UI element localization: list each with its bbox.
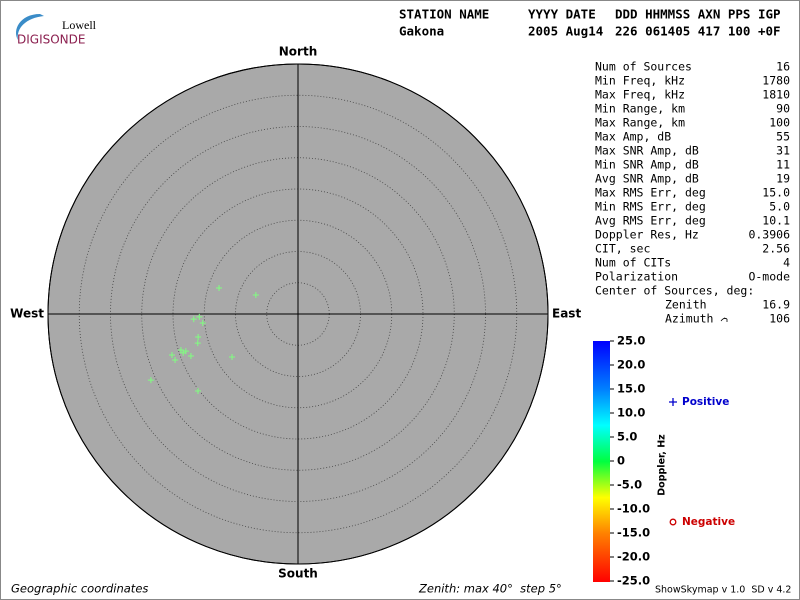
source-point [168,351,175,358]
stat-value: 55 [776,130,790,144]
stat-value: 16 [776,60,790,74]
header-value: 226 061405 417 100 +0F [615,24,781,39]
source-point [195,334,202,341]
center-label: Zenith [665,298,707,312]
center-label: Azimuth [665,312,713,326]
logo-bottom: DIGISONDE [17,33,85,47]
colorbar-tick-label: -20.0 [617,550,650,564]
stat-value: 0.3906 [748,228,790,242]
source-point [229,354,236,361]
header-value: 2005 Aug14 [528,24,603,39]
center-title: Center of Sources, deg: [595,284,754,298]
colorbar-tick-label: -10.0 [617,502,650,516]
stat-label: Max RMS Err, deg [595,186,706,200]
header-label: YYYY DATE [528,7,596,22]
legend-marker [669,518,677,526]
source-point [147,377,154,384]
stat-label: Max Freq, kHz [595,88,685,102]
colorbar-label: Doppler, Hz [657,434,668,496]
stat-value: 2.56 [762,242,790,256]
header-label: STATION NAME [399,7,489,22]
stat-label: Min Freq, kHz [595,74,685,88]
stat-label: Doppler Res, Hz [595,228,699,242]
stat-value: 90 [776,102,790,116]
stat-label: Max Range, km [595,116,685,130]
center-value: 16.9 [762,298,790,312]
azimuth-arrow [720,317,728,322]
stat-label: Max Amp, dB [595,130,671,144]
source-point [190,316,197,323]
stat-value: 1810 [762,88,790,102]
stat-label: CIT, sec [595,242,650,256]
stat-value: 10.1 [762,214,790,228]
source-point [199,319,206,326]
legend-label: Negative [682,516,735,528]
stat-label: Min SNR Amp, dB [595,158,699,172]
stat-value: 11 [776,158,790,172]
logo-top: Lowell [62,18,97,32]
stat-value: 100 [769,116,790,130]
stat-label: Num of CITs [595,256,671,270]
colorbar-tick-label: 0 [617,454,625,468]
logo-swoosh [16,14,44,40]
direction-label: West [10,307,44,321]
direction-label: South [278,567,318,581]
footer-left: Geographic coordinates [11,582,148,596]
legend-marker [669,398,677,406]
colorbar-tick-label: -5.0 [617,478,642,492]
header-label: DDD HHMMSS AXN PPS IGP [615,7,781,22]
stat-value: 5.0 [769,200,790,214]
colorbar-tick-label: 20.0 [617,358,645,372]
footer-middle: Zenith: max 40° step 5° [418,582,562,596]
header-value: Gakona [399,24,444,39]
stat-label: Num of Sources [595,60,692,74]
stat-value: 19 [776,172,790,186]
stat-value: 15.0 [762,186,790,200]
source-point [252,291,259,298]
stat-label: Max SNR Amp, dB [595,144,699,158]
direction-label: North [279,45,317,59]
source-point [216,285,223,292]
footer-right: ShowSkymap v 1.0 SD v 4.2 [655,585,791,596]
stat-value: 1780 [762,74,790,88]
stat-label: Avg SNR Amp, dB [595,172,699,186]
stat-label: Min Range, km [595,102,685,116]
direction-label: East [552,307,581,321]
source-point [194,340,201,347]
source-point [187,352,194,359]
stat-label: Min RMS Err, deg [595,200,706,214]
colorbar-tick-label: 5.0 [617,430,637,444]
stat-value: O-mode [748,270,790,284]
source-point [194,388,201,395]
stat-label: Polarization [595,270,678,284]
colorbar-tick-label: 15.0 [617,382,645,396]
stat-label: Avg RMS Err, deg [595,214,706,228]
colorbar-tick-label: 10.0 [617,406,645,420]
colorbar [593,341,610,582]
stat-value: 31 [776,144,790,158]
colorbar-tick-label: -15.0 [617,526,650,540]
legend-label: Positive [682,396,729,408]
source-point [180,349,187,356]
center-value: 106 [769,312,790,326]
colorbar-tick-label: -25.0 [617,574,650,588]
colorbar-tick-label: 25.0 [617,334,645,348]
source-point [196,313,203,320]
source-point [172,356,179,363]
stat-value: 4 [783,256,790,270]
